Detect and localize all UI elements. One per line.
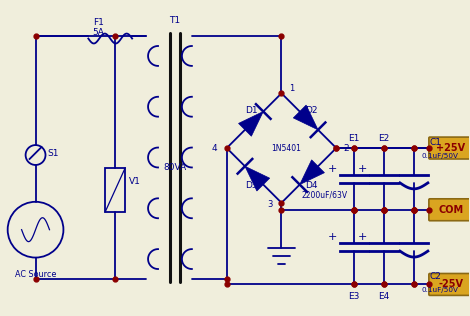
Text: 0.1uF/50V: 0.1uF/50V	[421, 153, 458, 159]
Text: E3: E3	[348, 292, 360, 301]
Text: S1: S1	[48, 149, 59, 157]
Text: 1: 1	[289, 84, 294, 93]
Text: +: +	[358, 164, 367, 174]
Text: D2: D2	[305, 106, 318, 115]
Text: F1: F1	[93, 18, 104, 27]
FancyBboxPatch shape	[429, 137, 470, 159]
Text: 80VA: 80VA	[164, 163, 187, 172]
Text: D4: D4	[305, 181, 318, 190]
Text: COM: COM	[438, 205, 463, 215]
Text: D3: D3	[245, 181, 258, 190]
Polygon shape	[300, 160, 324, 185]
Text: C2: C2	[430, 272, 442, 281]
Polygon shape	[239, 112, 263, 136]
Text: 3: 3	[267, 200, 272, 209]
Text: V1: V1	[129, 177, 141, 186]
Text: 1N5401: 1N5401	[272, 143, 301, 153]
Text: 2200uF/63V: 2200uF/63V	[301, 190, 347, 199]
Text: E4: E4	[378, 292, 390, 301]
Bar	[105, 168, 125, 212]
Text: -25V: -25V	[438, 279, 463, 289]
Text: +25V: +25V	[436, 143, 465, 153]
Text: E1: E1	[348, 134, 360, 143]
Text: E2: E2	[378, 134, 390, 143]
FancyBboxPatch shape	[429, 199, 470, 221]
Polygon shape	[293, 105, 318, 130]
Polygon shape	[245, 166, 270, 191]
Text: C1: C1	[430, 137, 442, 147]
Text: 4: 4	[212, 143, 218, 153]
Text: D1: D1	[245, 106, 258, 115]
Text: 0.1uF/50V: 0.1uF/50V	[421, 288, 458, 294]
Text: AC Source: AC Source	[15, 270, 56, 279]
Text: 2: 2	[344, 143, 349, 153]
Text: +: +	[328, 164, 337, 174]
FancyBboxPatch shape	[429, 273, 470, 295]
Text: +: +	[328, 232, 337, 242]
Text: +: +	[358, 232, 367, 242]
Text: 5A: 5A	[92, 28, 104, 37]
Text: T1: T1	[169, 16, 180, 25]
